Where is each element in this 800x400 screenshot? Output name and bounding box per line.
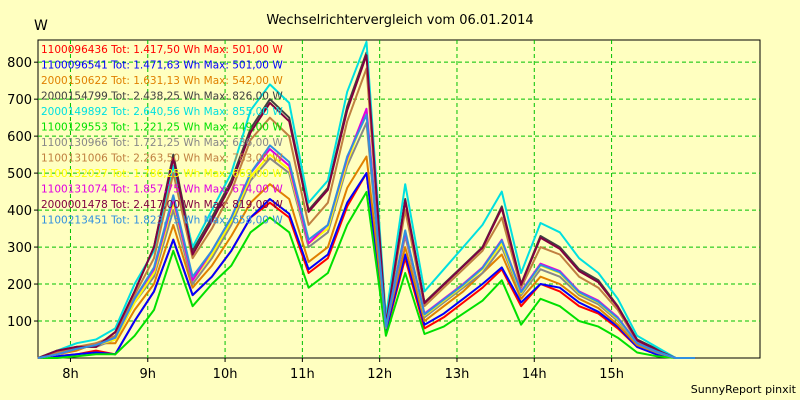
y-tick-label-3: 400 (7, 204, 32, 219)
y-tick-label-4: 500 (7, 167, 32, 182)
chart-title: Wechselrichtervergleich vom 06.01.2014 (266, 13, 533, 28)
x-tick-label-2: 10h (213, 367, 238, 382)
legend-entry-1100131074: 1100131074 Tot: 1.857,75 Wh Max: 674,00 … (41, 184, 283, 196)
x-tick-label-5: 13h (445, 367, 470, 382)
legend-entry-1100213451: 1100213451 Tot: 1.823,75 Wh Max: 658,00 … (41, 215, 283, 227)
legend-entry-1100096436: 1100096436 Tot: 1.417,50 Wh Max: 501,00 … (41, 44, 283, 56)
x-tick-label-3: 11h (290, 367, 315, 382)
y-axis-label: W (34, 18, 48, 34)
y-tick-label-1: 200 (7, 278, 32, 293)
series-line-1100129553 (38, 191, 696, 359)
legend: 1100096436 Tot: 1.417,50 Wh Max: 501,00 … (41, 44, 283, 227)
legend-entry-1100131006: 1100131006 Tot: 2.263,50 Wh Max: 783,00 … (41, 153, 283, 165)
footer-credit: SunnyReport pinxit (691, 383, 797, 396)
legend-entry-1100129553: 1100129553 Tot: 1.221,25 Wh Max: 449,00 … (41, 122, 283, 134)
series-line-2000001478 (37, 54, 696, 359)
series-line-1100096541 (37, 172, 696, 359)
y-tick-label-5: 600 (7, 130, 32, 145)
x-tick-label-1: 9h (140, 367, 157, 382)
legend-entry-2000001478: 2000001478 Tot: 2.417,00 Wh Max: 819,00 … (41, 199, 283, 211)
y-tick-label-7: 800 (7, 56, 32, 71)
legend-entry-1100132027: 1100132027 Tot: 1.786,25 Wh Max: 669,00 … (41, 168, 283, 180)
series-lines (37, 40, 696, 359)
y-axis: 100 200 300 400 500 600 700 800 (7, 56, 38, 330)
legend-entry-2000149892: 2000149892 Tot: 2.640,56 Wh Max: 855,00 … (41, 106, 283, 118)
series-line-1100213451 (37, 113, 696, 359)
y-tick-label-2: 300 (7, 241, 32, 256)
x-tick-label-0: 8h (62, 367, 79, 382)
x-axis: 8h 9h 10h 11h 12h 13h 14h 15h (62, 358, 624, 382)
x-tick-label-7: 15h (599, 367, 624, 382)
y-tick-label-6: 700 (7, 93, 32, 108)
legend-entry-1100096541: 1100096541 Tot: 1.471,63 Wh Max: 501,00 … (41, 60, 283, 72)
x-tick-label-6: 14h (522, 367, 547, 382)
x-tick-label-4: 12h (367, 367, 392, 382)
legend-entry-2000150622: 2000150622 Tot: 1.631,13 Wh Max: 542,00 … (41, 75, 283, 87)
legend-entry-2000154799: 2000154799 Tot: 2.438,25 Wh Max: 826,00 … (41, 91, 283, 103)
legend-entry-1100130966: 1100130966 Tot: 1.721,25 Wh Max: 636,00 … (41, 137, 283, 149)
series-line-2000150622 (37, 155, 696, 359)
plot-area (37, 39, 761, 359)
y-tick-label-0: 100 (7, 315, 32, 330)
